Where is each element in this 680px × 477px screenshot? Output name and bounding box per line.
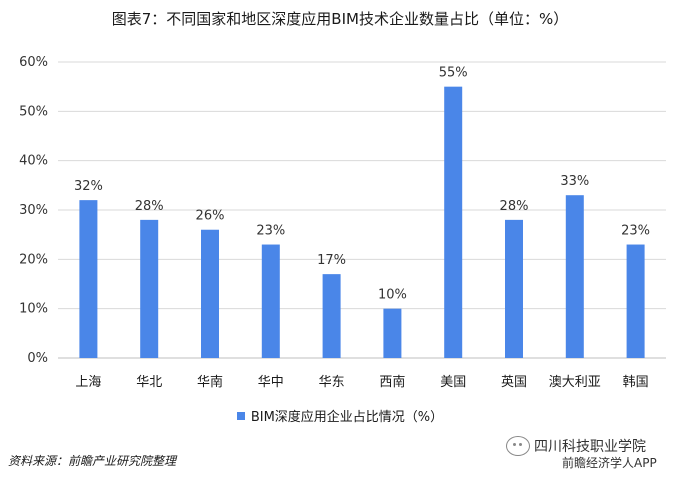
category-label: 韩国 [623, 375, 649, 390]
data-label: 33% [560, 174, 589, 189]
y-tick-label: 30% [19, 203, 48, 218]
category-label: 澳大利亚 [549, 374, 601, 390]
legend-label: BIM深度应用企业占比情况（%） [250, 410, 444, 425]
y-tick-label: 20% [19, 252, 48, 267]
chart-title: 图表7：不同国家和地区深度应用BIM技术企业数量占比（单位：%） [111, 10, 569, 28]
category-label: 华东 [319, 375, 345, 390]
y-tick-label: 60% [19, 55, 48, 70]
category-label: 上海 [75, 375, 101, 390]
bar [261, 244, 280, 358]
bar [322, 274, 341, 358]
bars [79, 86, 645, 359]
legend: BIM深度应用企业占比情况（%） [0, 406, 680, 425]
category-label: 华南 [197, 374, 223, 390]
data-label: 17% [317, 253, 346, 268]
y-tick-label: 0% [27, 351, 48, 366]
data-label: 10% [378, 288, 407, 303]
category-label: 西南 [379, 374, 405, 390]
data-label: 28% [500, 199, 529, 214]
category-label: 美国 [440, 375, 466, 390]
data-label: 28% [135, 199, 164, 214]
data-label: 23% [256, 224, 285, 239]
data-labels: 32% 28% 26% 23% 17% 10% 55% 28% 33% 23% [74, 66, 650, 303]
x-axis-categories: 上海 华北 华南 华中 华东 西南 美国 英国 澳大利亚 韩国 [75, 374, 648, 390]
bar [626, 244, 645, 358]
bar [201, 229, 219, 358]
data-label: 32% [74, 179, 103, 194]
bar [444, 86, 463, 359]
data-label: 23% [621, 224, 650, 239]
y-tick-label: 50% [19, 104, 48, 119]
source-note: 资料来源：前瞻产业研究院整理 [8, 454, 177, 468]
watermark-line2: 前瞻经济学人APP [562, 456, 657, 470]
bar [505, 219, 523, 358]
data-label: 55% [439, 66, 468, 81]
legend-swatch [236, 411, 245, 420]
bar [565, 195, 584, 358]
y-axis-ticks: 0% 10% 20% 30% 40% 50% 60% [19, 55, 48, 366]
category-label: 英国 [501, 375, 527, 390]
watermark: 四川科技职业学院 前瞻经济学人APP [506, 436, 657, 470]
wechat-icon [506, 436, 530, 456]
y-tick-label: 40% [19, 154, 48, 169]
data-label: 26% [196, 209, 225, 224]
bar [383, 308, 402, 358]
watermark-line1: 四川科技职业学院 [534, 439, 646, 455]
category-label: 华北 [136, 375, 162, 390]
bar [140, 219, 159, 358]
bar [79, 200, 98, 358]
grid-lines [58, 61, 666, 359]
y-tick-label: 10% [19, 302, 48, 317]
category-label: 华中 [258, 375, 284, 390]
